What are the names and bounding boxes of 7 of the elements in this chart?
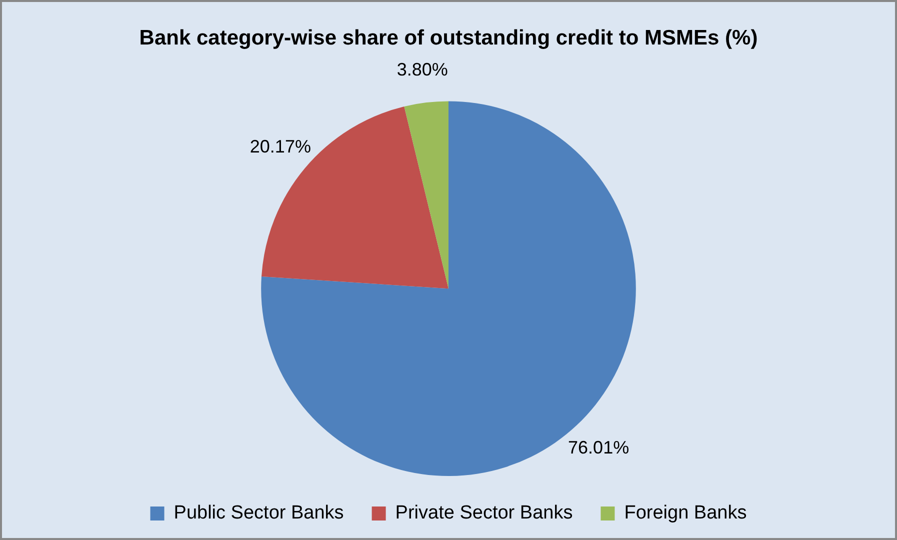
data-label: 20.17% (250, 136, 311, 157)
chart-title: Bank category-wise share of outstanding credit to MSMEs (%) (139, 26, 758, 50)
legend-label: Public Sector Banks (174, 502, 344, 524)
data-label: 3.80% (396, 60, 448, 80)
legend-label: Foreign Banks (624, 502, 747, 524)
legend-label: Private Sector Banks (395, 502, 573, 524)
data-label: 76.01% (568, 438, 630, 458)
